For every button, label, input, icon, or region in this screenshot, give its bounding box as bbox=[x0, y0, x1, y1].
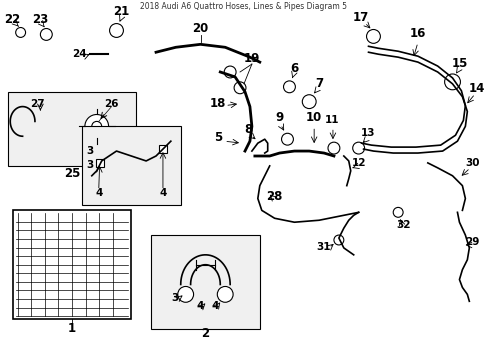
Circle shape bbox=[92, 121, 102, 131]
Text: 29: 29 bbox=[464, 237, 479, 247]
Text: 19: 19 bbox=[243, 52, 260, 65]
Text: 17: 17 bbox=[352, 10, 368, 24]
Circle shape bbox=[16, 27, 25, 37]
Text: 24: 24 bbox=[72, 49, 87, 59]
Text: 16: 16 bbox=[409, 27, 425, 40]
Text: 10: 10 bbox=[305, 111, 322, 125]
Circle shape bbox=[85, 114, 108, 138]
Text: 27: 27 bbox=[30, 99, 44, 109]
Text: 2: 2 bbox=[201, 327, 209, 340]
Circle shape bbox=[109, 23, 123, 37]
Text: 25: 25 bbox=[64, 167, 80, 180]
Text: 4: 4 bbox=[95, 188, 102, 198]
Text: 4: 4 bbox=[159, 188, 166, 198]
Text: 13: 13 bbox=[361, 128, 375, 138]
Circle shape bbox=[41, 28, 52, 40]
Circle shape bbox=[178, 287, 193, 302]
Circle shape bbox=[224, 66, 236, 78]
Text: 3: 3 bbox=[86, 160, 93, 170]
Text: 31: 31 bbox=[316, 242, 330, 252]
Text: 1: 1 bbox=[68, 323, 76, 336]
Text: 20: 20 bbox=[192, 22, 208, 35]
Text: 30: 30 bbox=[464, 158, 479, 168]
Circle shape bbox=[217, 287, 233, 302]
Text: 22: 22 bbox=[4, 13, 21, 26]
Text: 23: 23 bbox=[32, 13, 48, 26]
Bar bbox=[81, 126, 181, 206]
Text: 32: 32 bbox=[395, 220, 409, 230]
Text: 3: 3 bbox=[86, 146, 93, 156]
Text: 4: 4 bbox=[211, 301, 219, 311]
Text: 7: 7 bbox=[314, 77, 323, 90]
Text: 9: 9 bbox=[275, 111, 283, 125]
Text: 6: 6 bbox=[290, 62, 298, 75]
Circle shape bbox=[234, 82, 245, 94]
Circle shape bbox=[281, 133, 293, 145]
Text: 12: 12 bbox=[351, 158, 365, 168]
Text: 18: 18 bbox=[210, 96, 226, 109]
Circle shape bbox=[366, 30, 380, 43]
Text: 15: 15 bbox=[450, 57, 467, 70]
Bar bbox=[96, 159, 103, 167]
Text: 21: 21 bbox=[113, 5, 129, 18]
Text: 3: 3 bbox=[171, 293, 178, 303]
Text: 28: 28 bbox=[266, 190, 282, 203]
Circle shape bbox=[302, 95, 315, 109]
Circle shape bbox=[327, 142, 339, 154]
Text: 14: 14 bbox=[468, 82, 485, 95]
Circle shape bbox=[283, 81, 295, 93]
Circle shape bbox=[333, 235, 343, 245]
Circle shape bbox=[352, 142, 364, 154]
Bar bbox=[159, 145, 166, 153]
Text: 4: 4 bbox=[196, 301, 204, 311]
Bar bbox=[151, 235, 259, 329]
Bar bbox=[8, 92, 136, 166]
Text: 2018 Audi A6 Quattro Hoses, Lines & Pipes Diagram 5: 2018 Audi A6 Quattro Hoses, Lines & Pipe… bbox=[140, 2, 347, 11]
Text: 8: 8 bbox=[244, 123, 251, 136]
Bar bbox=[13, 210, 131, 319]
Circle shape bbox=[392, 207, 402, 217]
Circle shape bbox=[444, 74, 460, 90]
Text: 5: 5 bbox=[214, 131, 222, 144]
Text: 11: 11 bbox=[324, 116, 339, 125]
Text: 26: 26 bbox=[104, 99, 119, 109]
